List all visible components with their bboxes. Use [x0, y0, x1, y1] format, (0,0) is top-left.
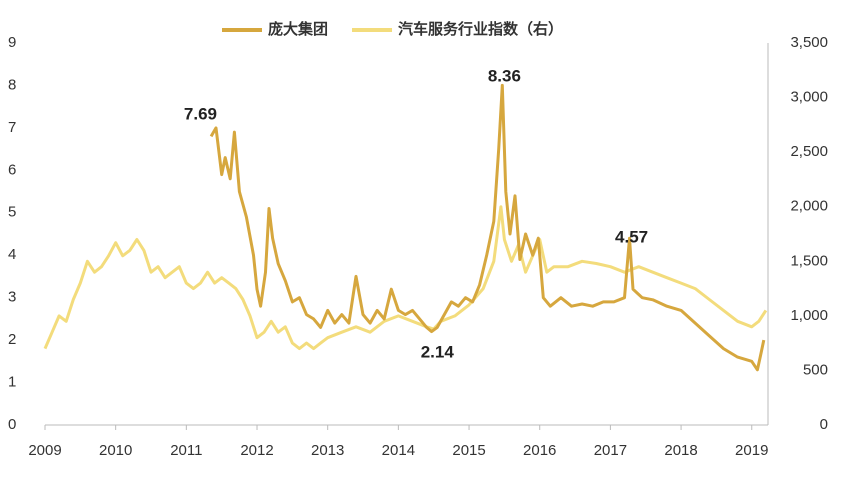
x-tick-label: 2017	[594, 442, 627, 459]
y-tick-label: 8	[8, 76, 16, 93]
y2-tick-label: 1,000	[790, 307, 828, 324]
y-tick-label: 5	[8, 204, 16, 221]
x-tick-label: 2011	[170, 442, 202, 459]
y2-tick-label: 3,000	[790, 89, 828, 106]
series-line	[209, 83, 766, 372]
legend-label: 汽车服务行业指数（右）	[398, 20, 563, 38]
legend-label: 庞大集团	[268, 20, 328, 38]
series-line	[43, 205, 768, 351]
annotation: 4.57	[615, 228, 648, 247]
x-tick-label: 2013	[311, 442, 344, 459]
y-tick-label: 6	[8, 161, 16, 178]
y2-tick-label: 0	[820, 416, 828, 433]
y-tick-label: 3	[8, 289, 16, 306]
x-tick-label: 2014	[382, 442, 415, 459]
y-tick-label: 0	[8, 416, 16, 433]
x-tick-label: 2010	[99, 442, 132, 459]
y-tick-label: 7	[8, 119, 16, 136]
x-tick-label: 2018	[664, 442, 697, 459]
annotation: 8.36	[488, 66, 521, 85]
y2-tick-label: 2,500	[790, 143, 828, 160]
y-tick-label: 4	[8, 246, 16, 263]
y-tick-label: 2	[8, 331, 16, 348]
annotation: 2.14	[421, 342, 455, 361]
y-tick-label: 1	[8, 374, 16, 391]
y-tick-label: 9	[8, 34, 16, 51]
x-tick-label: 2012	[240, 442, 273, 459]
y2-tick-label: 2,000	[790, 198, 828, 215]
y2-tick-label: 3,500	[790, 34, 828, 51]
annotation: 7.69	[184, 105, 217, 124]
y2-tick-label: 1,500	[790, 252, 828, 269]
x-tick-label: 2009	[28, 442, 61, 459]
x-tick-label: 2016	[523, 442, 556, 459]
x-tick-label: 2015	[452, 442, 485, 459]
x-tick-label: 2019	[735, 442, 768, 459]
y2-tick-label: 500	[803, 361, 828, 378]
